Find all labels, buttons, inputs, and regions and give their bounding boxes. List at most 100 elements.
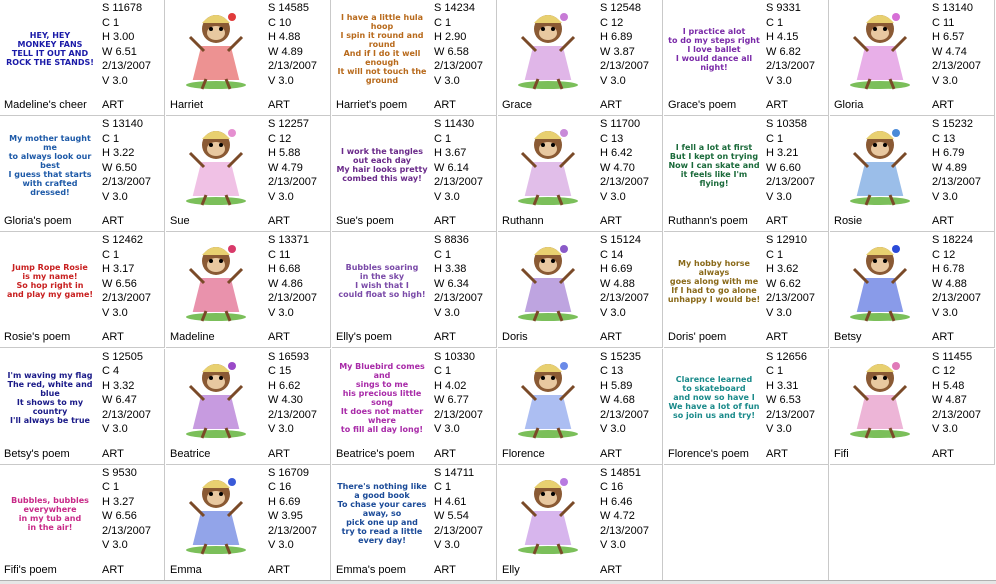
stitch-count: S 11455: [932, 350, 973, 363]
design-cell[interactable]: S 18224 C 12 H 6.78 W 4.88 2/13/2007 V 3.0 Bet…: [830, 232, 995, 349]
design-version: V 3.0: [268, 190, 294, 203]
design-version: V 3.0: [102, 74, 128, 87]
stitch-count: S 14585: [268, 2, 309, 14]
design-cell[interactable]: HEY, HEY MONKEY FANS TELL IT OUT AND ROC…: [0, 0, 165, 116]
design-name: Gloria: [834, 99, 864, 111]
design-width: W 6.14: [434, 161, 469, 174]
design-info: S 16709 C 16 H 6.69 W 3.95 2/13/2007 V 3.0: [268, 466, 330, 553]
stitch-count: S 14234: [434, 2, 475, 14]
color-count: C 12: [932, 365, 956, 378]
design-name: Fifi's poem: [4, 563, 57, 576]
design-cell[interactable]: S 11455 C 12 H 5.48 W 4.87 2/13/2007 V 3.0 Fif…: [830, 348, 995, 465]
color-count: C 14: [600, 248, 624, 261]
design-cell[interactable]: Clarence learned to skateboard and now s…: [664, 348, 829, 465]
design-version: V 3.0: [102, 539, 128, 552]
design-width: W 6.34: [434, 277, 469, 290]
design-cell[interactable]: I work the tangles out each day My hair …: [332, 116, 497, 233]
design-cell[interactable]: S 16593 C 15 H 6.62 W 4.30 2/13/2007 V 3.0 Bea…: [166, 348, 331, 465]
horizontal-scrollbar[interactable]: [0, 580, 996, 584]
design-info: S 13140 C 1 H 3.22 W 6.50 2/13/2007 V 3.0: [102, 117, 164, 204]
color-count: C 12: [932, 248, 956, 261]
design-cell[interactable]: Bubbles soaring in the sky I wish that I…: [332, 232, 497, 349]
file-type: ART: [102, 99, 124, 111]
design-date: 2/13/2007: [600, 408, 649, 421]
design-info: S 11430 C 1 H 3.67 W 6.14 2/13/2007 V 3.0: [434, 117, 496, 204]
design-name: Harriet: [170, 99, 204, 111]
design-cell[interactable]: There's nothing like a good book To chas…: [332, 464, 497, 581]
design-width: W 4.89: [268, 45, 303, 58]
file-type: ART: [434, 215, 456, 228]
design-cell[interactable]: S 14585 C 10 H 4.88 W 4.89 2/13/2007 V 3.0 Har…: [166, 0, 331, 116]
design-date: 2/13/2007: [434, 292, 483, 305]
design-name: Ruthann's poem: [668, 215, 748, 228]
design-cell[interactable]: I'm waving my flag The red, white and bl…: [0, 348, 165, 465]
poem-text-thumbnail: I work the tangles out each day My hair …: [335, 119, 429, 211]
poem-text: My mother taught me to always look our b…: [8, 133, 92, 197]
design-cell[interactable]: S 13371 C 11 H 6.68 W 4.86 2/13/2007 V 3.0 Mad…: [166, 232, 331, 349]
file-type: ART: [434, 447, 456, 460]
design-cell[interactable]: S 15235 C 13 H 5.89 W 4.68 2/13/2007 V 3.0 Flo…: [498, 348, 663, 465]
color-count: C 4: [102, 365, 120, 378]
color-count: C 1: [766, 365, 784, 378]
design-name: Elly's poem: [336, 331, 392, 344]
design-name: Madeline: [170, 331, 215, 344]
design-height: H 6.57: [932, 31, 965, 43]
design-height: H 6.78: [932, 263, 965, 276]
poem-text-thumbnail: My mother taught me to always look our b…: [3, 119, 97, 211]
file-type: ART: [766, 447, 788, 460]
design-version: V 3.0: [600, 74, 626, 87]
file-type: ART: [766, 99, 788, 111]
design-cell[interactable]: I fell a lot at first But I kept on tryi…: [664, 116, 829, 233]
design-cell[interactable]: My mother taught me to always look our b…: [0, 116, 165, 233]
design-cell[interactable]: S 14851 C 16 H 6.46 W 4.72 2/13/2007 V 3.0 Ell…: [498, 464, 663, 581]
design-height: H 3.17: [102, 263, 135, 276]
design-cell[interactable]: S 12548 C 12 H 6.89 W 3.87 2/13/2007 V 3.0 Gra…: [498, 0, 663, 116]
design-cell[interactable]: S 15232 C 13 H 6.79 W 4.89 2/13/2007 V 3.0 Ros…: [830, 116, 995, 233]
design-name: Grace's poem: [668, 99, 737, 111]
design-cell[interactable]: My hobby horse always goes along with me…: [664, 232, 829, 349]
design-date: 2/13/2007: [766, 60, 815, 72]
color-count: C 12: [600, 16, 624, 29]
design-name: Grace: [502, 99, 532, 111]
design-height: H 6.69: [600, 263, 633, 276]
design-cell[interactable]: S 12257 C 12 H 5.88 W 4.79 2/13/2007 V 3.0 Sue…: [166, 116, 331, 233]
design-name: Rosie's poem: [4, 331, 71, 344]
design-date: 2/13/2007: [102, 292, 151, 305]
file-type: ART: [600, 331, 622, 344]
design-version: V 3.0: [766, 74, 792, 87]
file-type: ART: [102, 331, 124, 344]
color-count: C 13: [600, 365, 624, 378]
design-width: W 4.74: [932, 45, 967, 58]
design-info: S 12462 C 1 H 3.17 W 6.56 2/13/2007 V 3.0: [102, 233, 164, 320]
monkey-skating-icon: [501, 119, 595, 211]
file-type: ART: [600, 99, 622, 111]
design-cell[interactable]: Jump Rope Rosie is my name! So hop right…: [0, 232, 165, 349]
design-cell[interactable]: S 13140 C 11 H 6.57 W 4.74 2/13/2007 V 3.0 Glo…: [830, 0, 995, 116]
design-cell[interactable]: I have a little hula hoop I spin it roun…: [332, 0, 497, 116]
design-height: H 3.27: [102, 495, 135, 508]
design-cell[interactable]: My Bluebird comes and sings to me his pr…: [332, 348, 497, 465]
design-info: S 15232 C 13 H 6.79 W 4.89 2/13/2007 V 3.0: [932, 117, 994, 204]
design-cell[interactable]: S 15124 C 14 H 6.69 W 4.88 2/13/2007 V 3.0 Dor…: [498, 232, 663, 349]
design-info: S 11678 C 1 H 3.00 W 6.51 2/13/2007 V 3.0: [102, 1, 164, 88]
file-type: ART: [102, 215, 124, 228]
color-count: C 1: [102, 481, 120, 494]
poem-text: I have a little hula hoop I spin it roun…: [337, 13, 427, 85]
design-cell[interactable]: I practice alot to do my steps right I l…: [664, 0, 829, 116]
design-cell[interactable]: Bubbles, bubbles everywhere in my tub an…: [0, 464, 165, 581]
poem-text: Bubbles, bubbles everywhere in my tub an…: [11, 495, 89, 532]
design-cell[interactable]: S 16709 C 16 H 6.69 W 3.95 2/13/2007 V 3.0 Emm…: [166, 464, 331, 581]
design-version: V 3.0: [766, 306, 792, 319]
design-date: 2/13/2007: [102, 176, 151, 189]
stitch-count: S 8836: [434, 234, 469, 247]
design-height: H 6.46: [600, 495, 633, 508]
design-height: H 4.15: [766, 31, 799, 43]
design-width: W 4.68: [600, 394, 635, 407]
stitch-count: S 10330: [434, 350, 475, 363]
stitch-count: S 15232: [932, 118, 973, 131]
monkey-cheerleader-icon: [169, 235, 263, 327]
stitch-count: S 14711: [434, 466, 475, 479]
design-cell[interactable]: S 11700 C 13 H 6.42 W 4.70 2/13/2007 V 3.0 Rut…: [498, 116, 663, 233]
design-name: Elly: [502, 563, 520, 576]
